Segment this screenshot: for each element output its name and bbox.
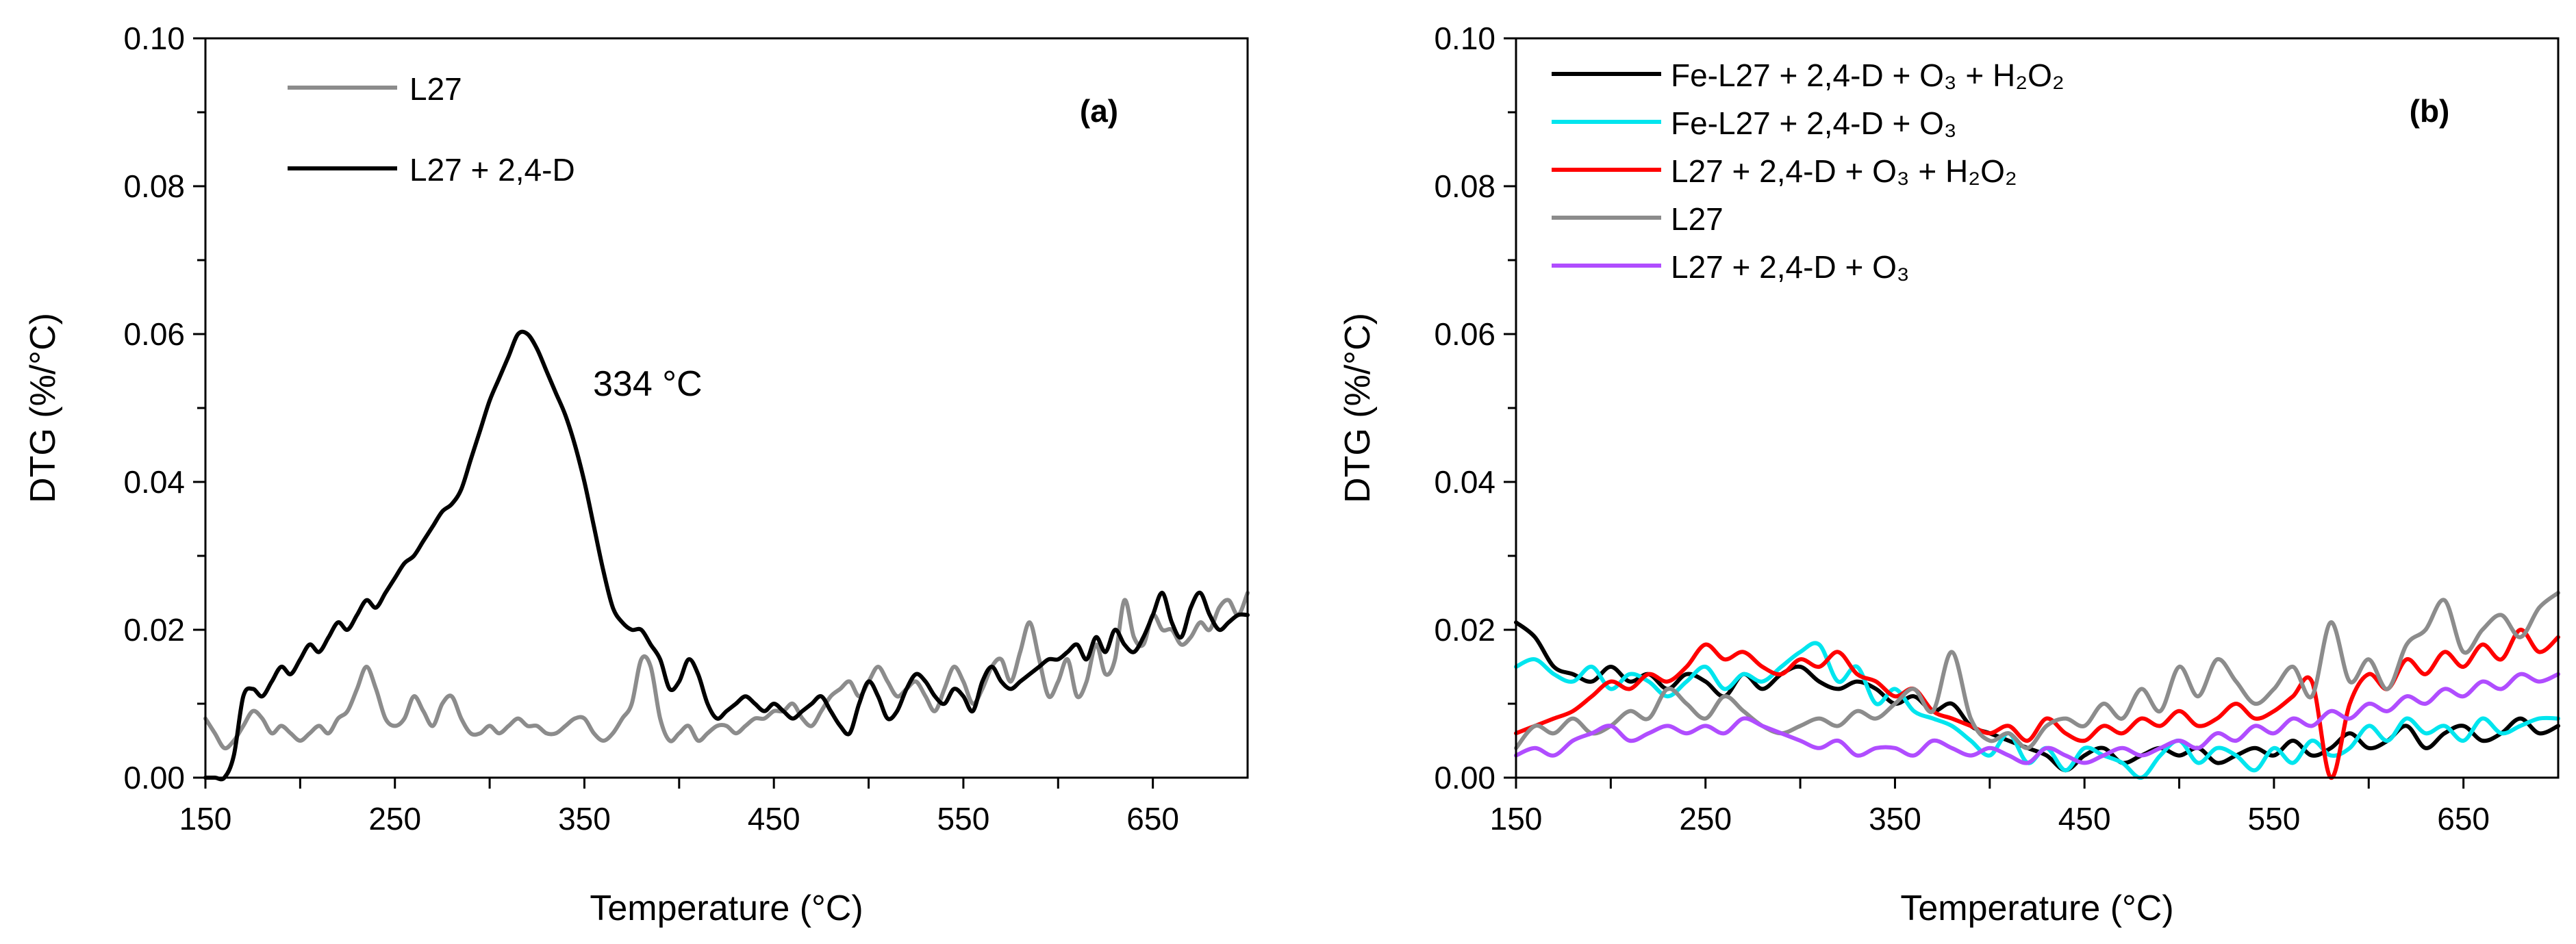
panel-b-y-tick-label: 0.08 bbox=[1434, 168, 1495, 204]
panel-a-y-tick-label: 0.02 bbox=[123, 612, 185, 648]
panel-b-x-tick-label: 250 bbox=[1679, 801, 1732, 837]
panel-a-series-layer bbox=[203, 329, 1250, 782]
panel-a-y-tick-label: 0.04 bbox=[123, 464, 185, 500]
panel-a: 150 250 350 450 550 650 0.00 0.02 0.04 0.06 0.08 0.… bbox=[23, 21, 1250, 928]
panel-b-x-axis-title: Temperature (°C) bbox=[1900, 889, 2173, 928]
panel-b-x-tick-label: 650 bbox=[2437, 801, 2490, 837]
panel-b-legend-label-fe-l27-o3: Fe-L27 + 2,4-D + O₃ bbox=[1671, 105, 1957, 141]
panel-a-y-tick-label: 0.08 bbox=[123, 168, 185, 204]
panel-a-axes-layer: 150 250 350 450 550 650 0.00 0.02 0.04 0.06 0.08 0.… bbox=[123, 21, 1179, 837]
panel-a-legend: L27 L27 + 2,4-D bbox=[288, 71, 575, 188]
panel-a-series-line-l27 bbox=[203, 591, 1250, 751]
panel-a-y-tick-label: 0.10 bbox=[123, 21, 185, 56]
panel-b: 150 250 350 450 550 650 0.00 0.02 0.04 0.06 0.08 0.… bbox=[1338, 21, 2560, 928]
panel-a-peak-annotation: 334 °C bbox=[593, 364, 703, 404]
panel-a-series-line-l27-2-4-d bbox=[203, 329, 1250, 782]
panel-b-y-tick-label: 0.04 bbox=[1434, 464, 1495, 500]
panel-b-y-axis-title: DTG (%/°C) bbox=[1338, 313, 1378, 503]
panel-b-legend-label-l27: L27 bbox=[1671, 201, 1723, 237]
panel-b-legend: Fe-L27 + 2,4-D + O₃ + H₂O₂ Fe-L27 + 2,4-… bbox=[1552, 58, 2064, 285]
panel-b-y-tick-label: 0.00 bbox=[1434, 760, 1495, 795]
panel-a-x-tick-label: 250 bbox=[368, 801, 421, 837]
panel-b-legend-label-l27-o3-h2o2: L27 + 2,4-D + O₃ + H₂O₂ bbox=[1671, 153, 2017, 189]
panel-a-x-tick-label: 350 bbox=[558, 801, 611, 837]
panel-b-series-layer bbox=[1514, 591, 2560, 780]
panel-b-label: (b) bbox=[2410, 93, 2450, 129]
panel-b-series-line-l27-2-4-d-o3 bbox=[1514, 672, 2560, 765]
panel-a-legend-label-l27-24d: L27 + 2,4-D bbox=[409, 152, 575, 188]
panel-a-x-axis-title: Temperature (°C) bbox=[590, 889, 863, 928]
panel-a-y-tick-label: 0.06 bbox=[123, 316, 185, 352]
panel-b-y-tick-label: 0.06 bbox=[1434, 316, 1495, 352]
panel-b-x-tick-label: 450 bbox=[2058, 801, 2111, 837]
panel-b-legend-label-fe-l27-o3-h2o2: Fe-L27 + 2,4-D + O₃ + H₂O₂ bbox=[1671, 58, 2064, 93]
panel-b-x-tick-label: 550 bbox=[2248, 801, 2301, 837]
panel-b-axes-layer: 150 250 350 450 550 650 0.00 0.02 0.04 0.06 0.08 0.… bbox=[1434, 21, 2490, 837]
panel-a-x-tick-label: 150 bbox=[179, 801, 232, 837]
panel-a-x-tick-label: 450 bbox=[748, 801, 800, 837]
panel-a-y-tick-label: 0.00 bbox=[123, 760, 185, 795]
panel-b-x-tick-label: 150 bbox=[1490, 801, 1543, 837]
panel-b-series-line-l27 bbox=[1514, 591, 2560, 750]
panel-a-x-tick-label: 650 bbox=[1126, 801, 1179, 837]
panel-b-y-tick-label: 0.02 bbox=[1434, 612, 1495, 648]
panel-b-legend-label-l27-o3: L27 + 2,4-D + O₃ bbox=[1671, 249, 1910, 285]
panel-b-x-tick-label: 350 bbox=[1869, 801, 1921, 837]
panel-b-y-tick-label: 0.10 bbox=[1434, 21, 1495, 56]
panel-a-label: (a) bbox=[1080, 93, 1118, 129]
panel-a-legend-label-l27: L27 bbox=[409, 71, 462, 107]
panel-a-y-axis-title: DTG (%/°C) bbox=[23, 313, 63, 503]
panel-a-x-tick-label: 550 bbox=[937, 801, 990, 837]
